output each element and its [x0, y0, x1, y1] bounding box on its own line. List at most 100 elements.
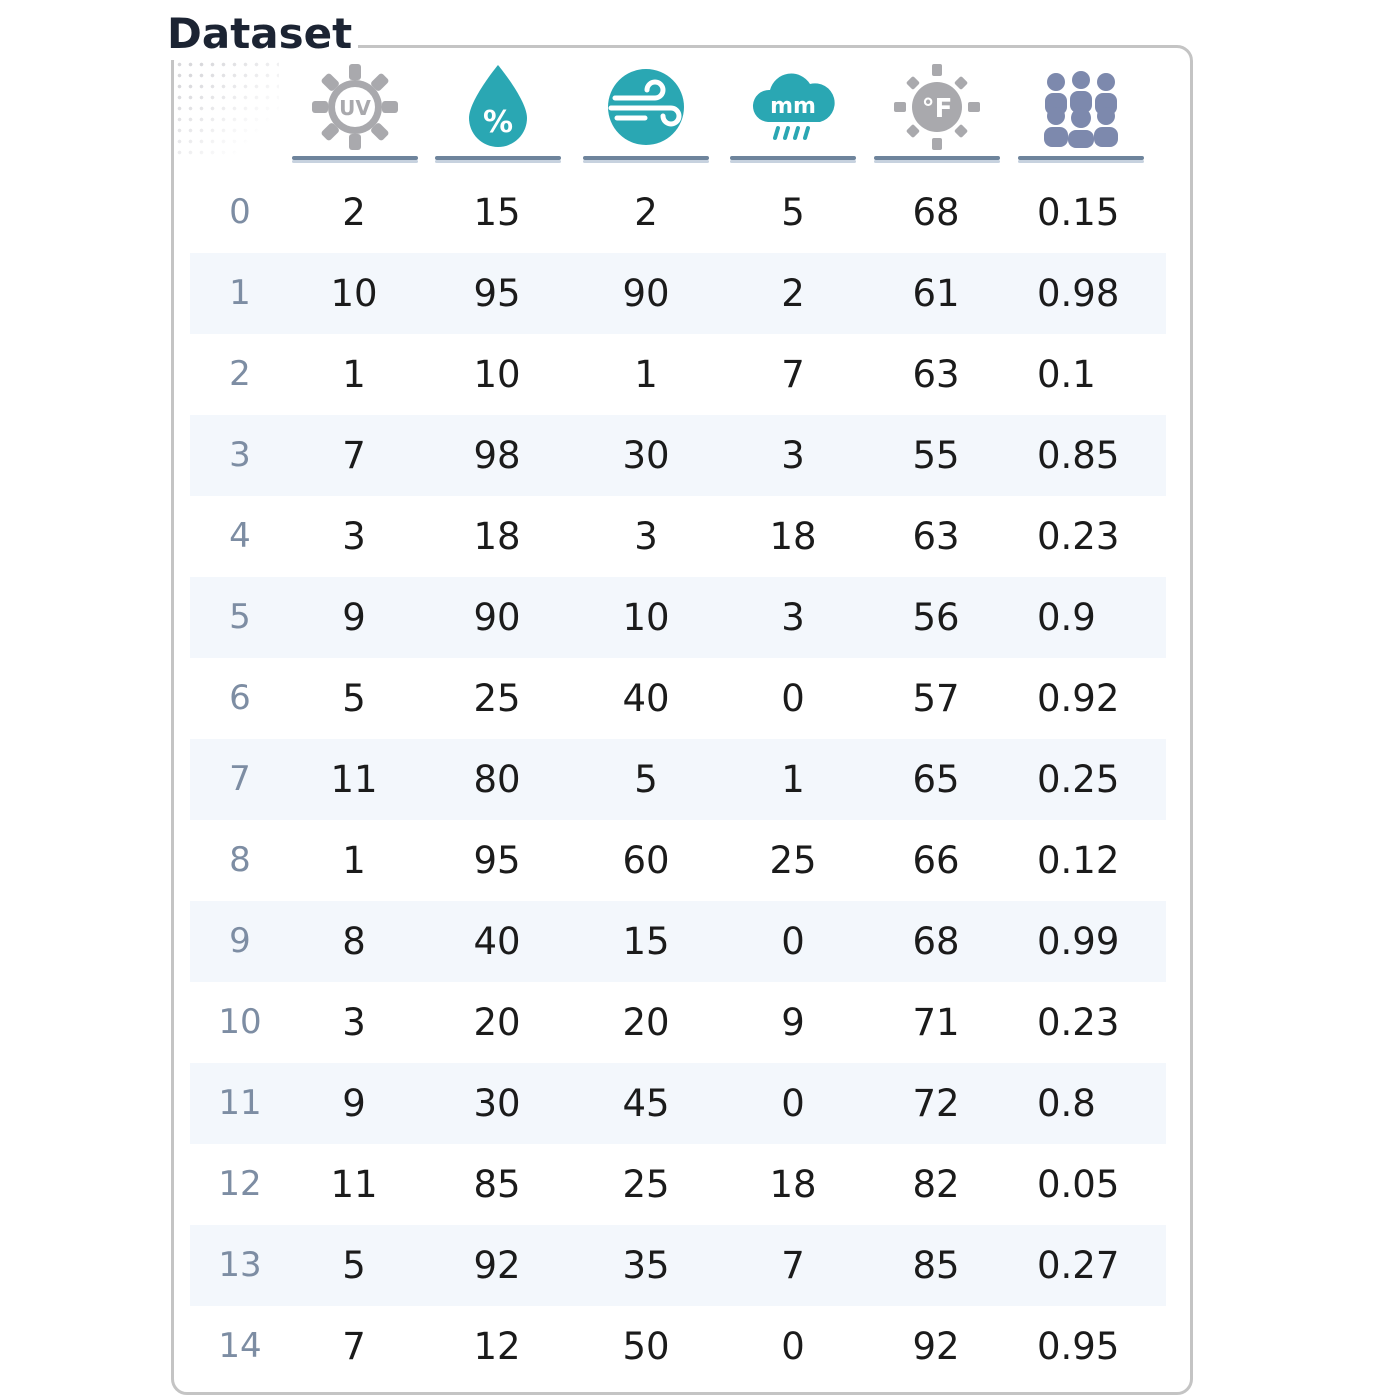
header-uv: UV [292, 62, 418, 167]
cell-crowd: 0.27 [1037, 1244, 1120, 1287]
cell-crowd: 0.95 [1037, 1325, 1120, 1368]
cell-temp: 56 [912, 596, 960, 639]
cell-humidity: 92 [473, 1244, 521, 1287]
cell-temp: 55 [912, 434, 960, 477]
cell-rain: 1 [781, 758, 805, 801]
cell-uv: 10 [330, 272, 378, 315]
cell-humidity: 90 [473, 596, 521, 639]
cell-temp: 68 [912, 920, 960, 963]
row-index: 14 [218, 1326, 262, 1366]
crowd-people-icon [1018, 62, 1144, 152]
table-row: 8 1 95 60 25 66 0.12 [190, 820, 1166, 901]
panel-title: Dataset [165, 8, 359, 60]
cell-crowd: 0.85 [1037, 434, 1120, 477]
cell-humidity: 95 [473, 839, 521, 882]
cell-uv: 7 [342, 434, 366, 477]
cell-rain: 18 [769, 515, 817, 558]
cell-temp: 92 [912, 1325, 960, 1368]
cell-temp: 82 [912, 1163, 960, 1206]
cell-crowd: 0.05 [1037, 1163, 1120, 1206]
cell-rain: 5 [781, 191, 805, 234]
cell-temp: 66 [912, 839, 960, 882]
cell-crowd: 0.99 [1037, 920, 1120, 963]
table-row: 0 2 15 2 5 68 0.15 [190, 172, 1166, 253]
row-index: 2 [229, 354, 251, 394]
cell-crowd: 0.98 [1037, 272, 1120, 315]
table-row: 13 5 92 35 7 85 0.27 [190, 1225, 1166, 1306]
cell-uv: 3 [342, 515, 366, 558]
row-index: 3 [229, 435, 251, 475]
cell-rain: 18 [769, 1163, 817, 1206]
cell-humidity: 10 [473, 353, 521, 396]
cell-rain: 2 [781, 272, 805, 315]
cell-crowd: 0.1 [1037, 353, 1096, 396]
header-wind [583, 62, 709, 167]
cell-temp: 68 [912, 191, 960, 234]
row-index: 1 [229, 273, 251, 313]
cell-uv: 11 [330, 758, 378, 801]
cell-wind: 30 [622, 434, 670, 477]
cell-wind: 5 [634, 758, 658, 801]
cell-crowd: 0.23 [1037, 1001, 1120, 1044]
cell-rain: 7 [781, 353, 805, 396]
cell-crowd: 0.92 [1037, 677, 1120, 720]
table-row: 9 8 40 15 0 68 0.99 [190, 901, 1166, 982]
table-row: 1 10 95 90 2 61 0.98 [190, 253, 1166, 334]
header-humidity: % [435, 62, 561, 167]
header-rainfall: mm [730, 62, 856, 167]
cell-humidity: 18 [473, 515, 521, 558]
cell-uv: 5 [342, 677, 366, 720]
cell-rain: 9 [781, 1001, 805, 1044]
cell-temp: 72 [912, 1082, 960, 1125]
cell-wind: 3 [634, 515, 658, 558]
cell-uv: 1 [342, 839, 366, 882]
header-underline [292, 156, 418, 163]
cell-rain: 0 [781, 1325, 805, 1368]
cell-humidity: 80 [473, 758, 521, 801]
row-index: 13 [218, 1245, 262, 1285]
row-index: 0 [229, 192, 251, 232]
cell-temp: 57 [912, 677, 960, 720]
cell-humidity: 25 [473, 677, 521, 720]
cell-rain: 25 [769, 839, 817, 882]
uv-index-icon: UV [292, 62, 418, 152]
temperature-icon-text: °F [922, 94, 953, 124]
table-row: 3 7 98 30 3 55 0.85 [190, 415, 1166, 496]
cell-humidity: 15 [473, 191, 521, 234]
humidity-icon-text: % [483, 105, 513, 140]
row-index: 5 [229, 597, 251, 637]
cell-uv: 9 [342, 596, 366, 639]
cell-temp: 61 [912, 272, 960, 315]
cell-wind: 40 [622, 677, 670, 720]
header-underline [583, 156, 709, 163]
cell-wind: 60 [622, 839, 670, 882]
cell-rain: 0 [781, 677, 805, 720]
row-index: 8 [229, 840, 251, 880]
cell-uv: 11 [330, 1163, 378, 1206]
cell-uv: 7 [342, 1325, 366, 1368]
cell-rain: 3 [781, 596, 805, 639]
table-row: 5 9 90 10 3 56 0.9 [190, 577, 1166, 658]
cell-crowd: 0.9 [1037, 596, 1096, 639]
cell-humidity: 95 [473, 272, 521, 315]
cell-wind: 90 [622, 272, 670, 315]
row-index: 4 [229, 516, 251, 556]
cell-uv: 2 [342, 191, 366, 234]
cell-wind: 10 [622, 596, 670, 639]
cell-humidity: 40 [473, 920, 521, 963]
table-row: 14 7 12 50 0 92 0.95 [190, 1306, 1166, 1387]
cell-temp: 63 [912, 353, 960, 396]
cell-uv: 5 [342, 1244, 366, 1287]
cell-rain: 3 [781, 434, 805, 477]
cell-wind: 25 [622, 1163, 670, 1206]
cell-uv: 9 [342, 1082, 366, 1125]
row-index: 7 [229, 759, 251, 799]
cell-crowd: 0.15 [1037, 191, 1120, 234]
cell-temp: 71 [912, 1001, 960, 1044]
cell-humidity: 85 [473, 1163, 521, 1206]
dot-pattern-decoration [174, 48, 279, 158]
cell-temp: 63 [912, 515, 960, 558]
cell-humidity: 30 [473, 1082, 521, 1125]
cell-crowd: 0.25 [1037, 758, 1120, 801]
row-index: 11 [218, 1083, 262, 1123]
